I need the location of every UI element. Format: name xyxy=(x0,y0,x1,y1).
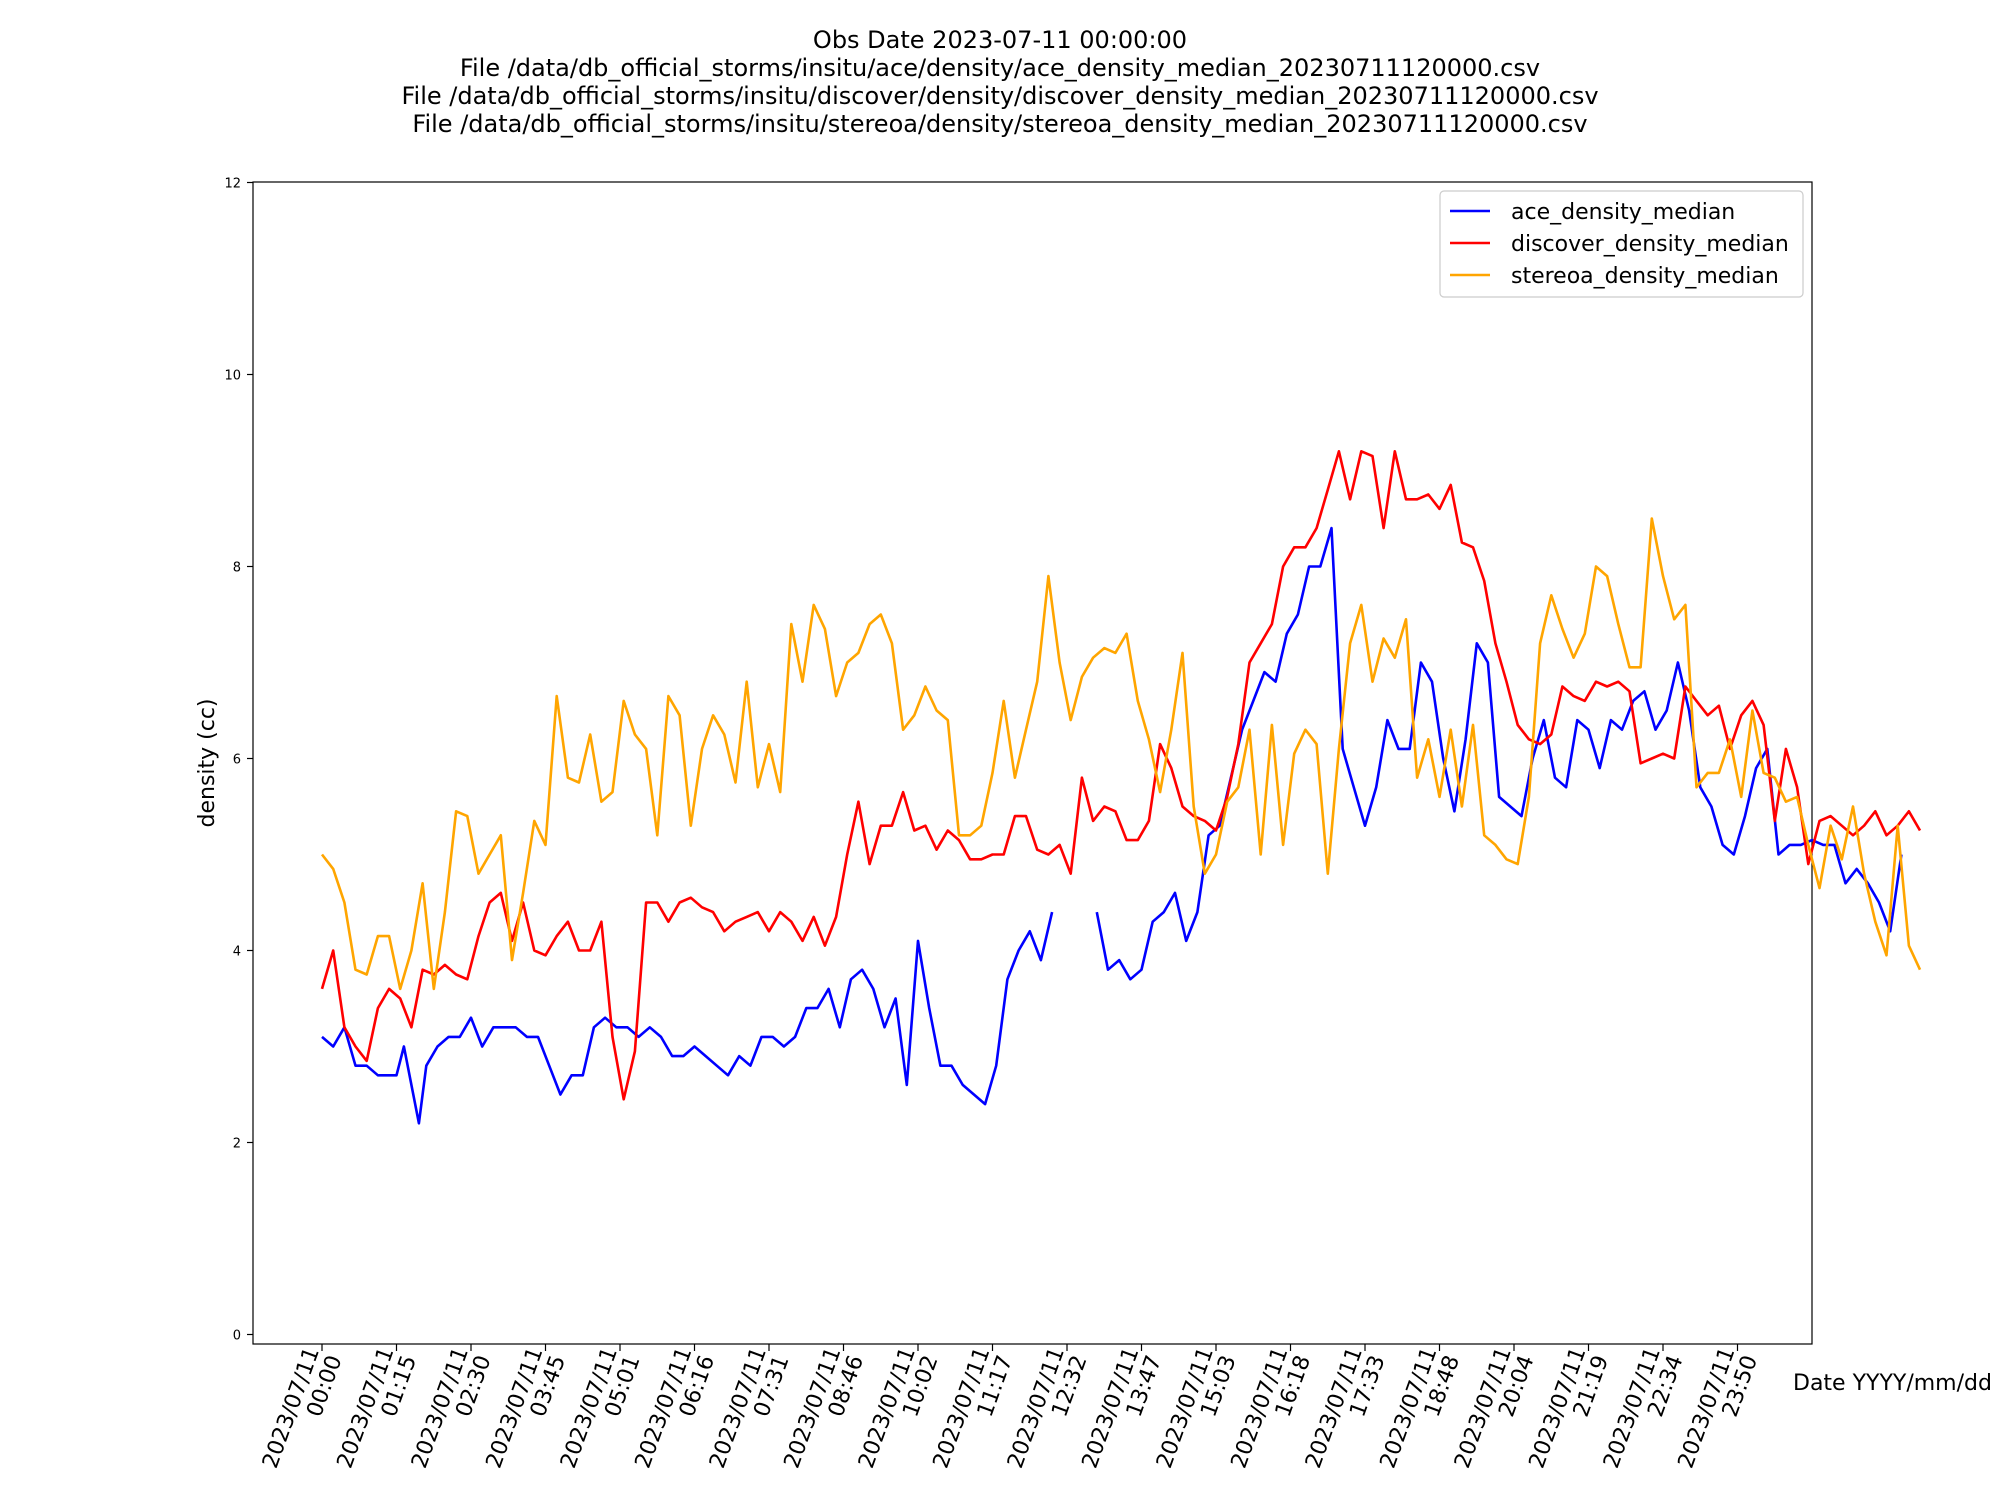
series-line-ace_density_median xyxy=(1095,526,1903,981)
plot-frame xyxy=(252,181,1813,1345)
axes: 0246810122023/07/1100:002023/07/1101:152… xyxy=(224,177,1813,1472)
legend: ace_density_median discover_density_media… xyxy=(1439,190,1804,298)
chart-title-block: Obs Date 2023-07-11 00:00:00 File /data/… xyxy=(0,26,2000,138)
legend-entry: stereoa_density_median xyxy=(1511,264,1779,289)
y-tick-label: 8 xyxy=(233,561,241,576)
y-tick-label: 10 xyxy=(224,369,241,384)
y-tick-label: 6 xyxy=(233,753,241,768)
chart-title-line: Obs Date 2023-07-11 00:00:00 xyxy=(812,26,1188,54)
y-tick-label: 2 xyxy=(233,1137,241,1152)
y-tick-label: 12 xyxy=(224,177,241,192)
series-line-stereoa_density_median xyxy=(320,517,1922,991)
legend-entry: discover_density_median xyxy=(1511,232,1789,257)
series-lines xyxy=(320,450,1922,1125)
legend-box xyxy=(1439,190,1804,298)
y-tick-label: 0 xyxy=(233,1329,241,1344)
chart-title-line: File /data/db_official_storms/insitu/dis… xyxy=(401,82,1599,110)
series-line-discover_density_median xyxy=(320,450,1922,1101)
y-axis-label: density (cc) xyxy=(195,698,220,827)
y-tick-label: 4 xyxy=(233,945,241,960)
legend-entry: ace_density_median xyxy=(1511,200,1735,225)
series-line-ace_density_median xyxy=(321,911,1054,1125)
chart-title-line: File /data/db_official_storms/insitu/ace… xyxy=(459,54,1541,82)
x-axis-label: Date YYYY/mm/dd xyxy=(1793,1371,1992,1396)
chart-title-line: File /data/db_official_storms/insitu/ste… xyxy=(412,110,1588,138)
